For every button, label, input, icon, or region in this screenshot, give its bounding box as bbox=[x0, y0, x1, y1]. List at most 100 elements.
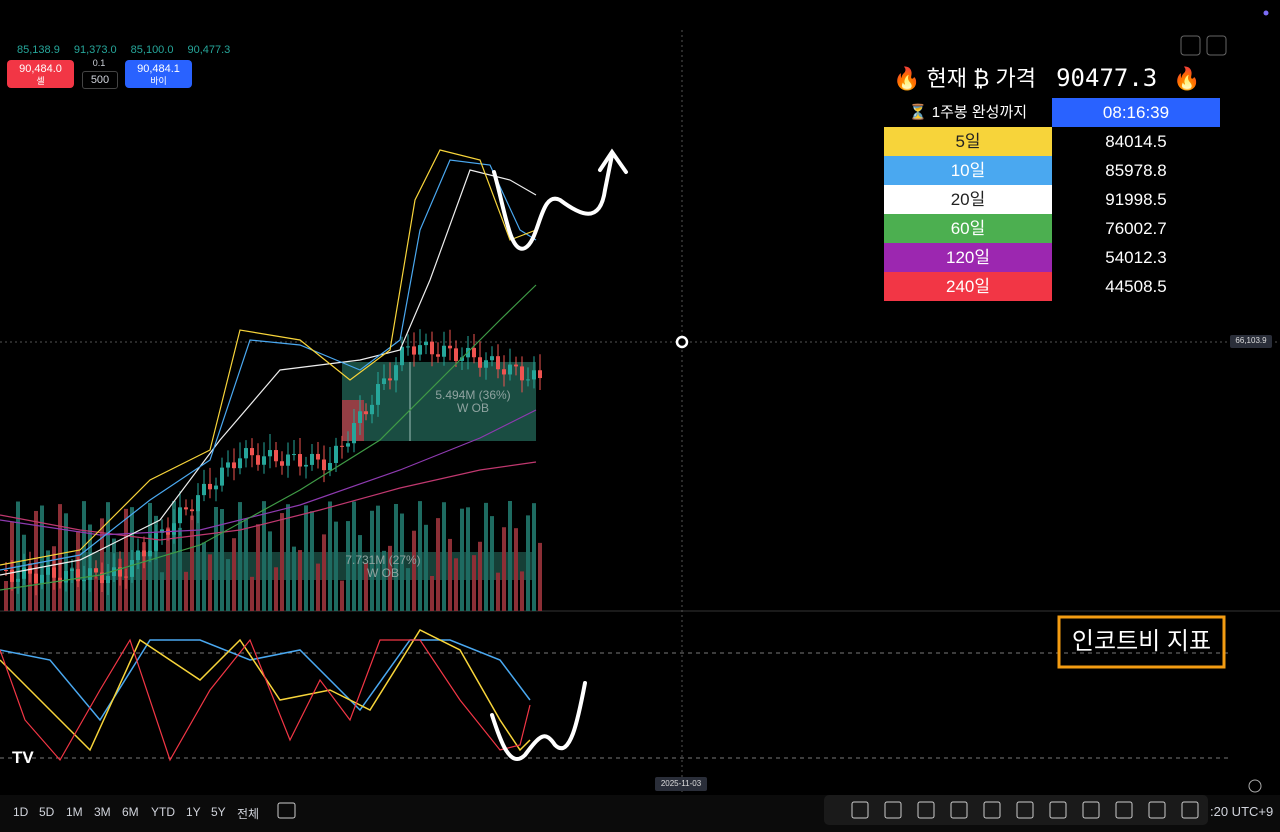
tool-icon[interactable] bbox=[1115, 801, 1133, 819]
info-title: 🔥 현재 ₿ 가격 bbox=[893, 66, 1036, 91]
volume-bar bbox=[178, 527, 182, 611]
volume-bar bbox=[424, 524, 428, 611]
candle bbox=[274, 450, 278, 462]
timeframe-button[interactable]: 1M bbox=[66, 805, 83, 819]
candle bbox=[172, 523, 176, 535]
volume-bar bbox=[196, 503, 200, 611]
tool-icon[interactable] bbox=[1082, 801, 1100, 819]
volume-bar bbox=[202, 542, 206, 611]
volume-bar bbox=[334, 521, 338, 611]
sell-label: 셀 bbox=[36, 76, 45, 86]
tool-icon[interactable] bbox=[851, 801, 869, 819]
candle bbox=[16, 578, 20, 582]
candle bbox=[70, 569, 74, 571]
tool-icon[interactable] bbox=[1148, 801, 1166, 819]
volume-bar bbox=[472, 555, 476, 611]
tool-icon[interactable] bbox=[884, 801, 902, 819]
icon-button[interactable] bbox=[1206, 35, 1227, 56]
volume-bar bbox=[106, 502, 110, 611]
candle bbox=[502, 369, 506, 375]
qty-input[interactable]: 500 bbox=[82, 71, 118, 89]
qty-step: 0.1 bbox=[92, 58, 106, 68]
volume-bar bbox=[406, 568, 410, 611]
volume-bar bbox=[226, 559, 230, 611]
volume-bar bbox=[142, 542, 146, 611]
candle bbox=[370, 404, 374, 415]
candle bbox=[526, 379, 530, 381]
tool-icon[interactable] bbox=[917, 801, 935, 819]
candle bbox=[178, 507, 182, 524]
candle bbox=[238, 458, 242, 469]
tool-icon[interactable] bbox=[1181, 801, 1199, 819]
candle bbox=[88, 568, 92, 580]
volume-bar bbox=[16, 501, 20, 611]
timeframe-button[interactable]: 5D bbox=[39, 805, 55, 819]
volume-bar bbox=[28, 563, 32, 611]
timeframe-button[interactable]: 1D bbox=[13, 805, 29, 819]
candle bbox=[148, 550, 152, 557]
candle bbox=[280, 461, 284, 466]
indicator-box bbox=[1057, 615, 1226, 669]
candle bbox=[478, 357, 482, 368]
candle bbox=[472, 347, 476, 358]
volume-bar bbox=[136, 554, 140, 611]
volume-bar bbox=[4, 581, 8, 611]
candle bbox=[376, 384, 380, 405]
candle bbox=[460, 357, 464, 361]
candle bbox=[292, 454, 296, 456]
tool-icon[interactable] bbox=[983, 801, 1001, 819]
buy-button[interactable]: 90,484.1 바이 bbox=[125, 60, 192, 88]
timeframe-button[interactable]: 1Y bbox=[186, 805, 201, 819]
tool-icon[interactable] bbox=[1049, 801, 1067, 819]
volume-bar bbox=[58, 504, 62, 611]
ohlc-value: 90,477.3 bbox=[187, 44, 231, 56]
ma-5 bbox=[0, 149, 537, 566]
volume-bar bbox=[304, 505, 308, 611]
ohlc-bar: 85,138.9 91,373.0 85,100.0 90,477.3 bbox=[17, 40, 244, 58]
volume-bar bbox=[496, 572, 500, 611]
volume-bar bbox=[448, 538, 452, 611]
date-range-icon[interactable] bbox=[277, 802, 296, 819]
timeframe-button[interactable]: 전체 bbox=[237, 807, 260, 821]
volume-bar bbox=[40, 505, 44, 611]
volume-bar bbox=[490, 516, 494, 611]
sell-button[interactable]: 90,484.0 셀 bbox=[7, 60, 74, 88]
timeframe-button[interactable]: 3M bbox=[94, 805, 111, 819]
volume-bar bbox=[172, 501, 176, 611]
volume-bar bbox=[394, 503, 398, 611]
volume-bar bbox=[358, 535, 362, 611]
candle bbox=[298, 454, 302, 467]
timeframe-button[interactable]: 5Y bbox=[211, 805, 226, 819]
volume-bar bbox=[82, 501, 86, 611]
volume-bar bbox=[352, 501, 356, 611]
indicator-label: 인코트비 지표 bbox=[1071, 628, 1212, 655]
ma-240 bbox=[0, 461, 537, 541]
icon-button[interactable] bbox=[1180, 35, 1201, 56]
timeframe-button[interactable]: YTD bbox=[151, 805, 175, 819]
candle bbox=[436, 354, 440, 357]
candle bbox=[190, 509, 194, 512]
candle bbox=[76, 569, 80, 582]
volume-bar bbox=[430, 575, 434, 611]
candle bbox=[400, 346, 404, 366]
tool-icon[interactable] bbox=[950, 801, 968, 819]
volume-bar bbox=[316, 563, 320, 611]
candle bbox=[358, 411, 362, 424]
osc-red bbox=[0, 638, 531, 762]
candle bbox=[232, 462, 236, 469]
ob-label: 5.494M (36%) W OB bbox=[410, 389, 536, 415]
countdown-row: ⏳ 1주봉 완성까지 08:16:39 bbox=[884, 98, 1220, 127]
candle bbox=[394, 365, 398, 381]
candle bbox=[130, 560, 134, 577]
timeframe-button[interactable]: 6M bbox=[122, 805, 139, 819]
volume-bar bbox=[328, 501, 332, 611]
tool-icon[interactable] bbox=[1016, 801, 1034, 819]
candle bbox=[154, 532, 158, 551]
volume-bar bbox=[154, 515, 158, 611]
settings-icon[interactable] bbox=[1248, 779, 1262, 793]
candle bbox=[214, 485, 218, 490]
ma-60 bbox=[0, 284, 537, 591]
volume-bar bbox=[532, 503, 536, 611]
candle bbox=[226, 462, 230, 468]
crosshair-dot bbox=[675, 335, 689, 349]
